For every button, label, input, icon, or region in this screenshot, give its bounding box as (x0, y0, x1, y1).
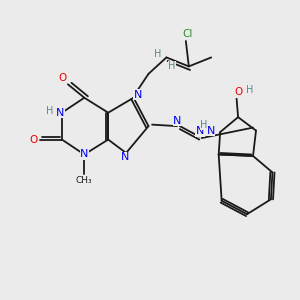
Text: H: H (46, 106, 53, 116)
Text: CH₃: CH₃ (76, 176, 93, 185)
Text: N: N (206, 126, 215, 136)
Text: N: N (173, 116, 182, 126)
Text: H: H (246, 85, 254, 95)
Text: N: N (134, 90, 142, 100)
Text: H: H (200, 120, 207, 130)
Text: H: H (154, 49, 162, 59)
Text: O: O (235, 87, 243, 97)
Text: N: N (120, 152, 129, 163)
Text: Cl: Cl (182, 29, 193, 39)
Text: N: N (80, 149, 88, 160)
Text: O: O (30, 134, 38, 145)
Text: O: O (58, 73, 67, 83)
Text: N: N (56, 108, 64, 118)
Text: H: H (168, 61, 176, 71)
Text: N: N (196, 126, 204, 136)
